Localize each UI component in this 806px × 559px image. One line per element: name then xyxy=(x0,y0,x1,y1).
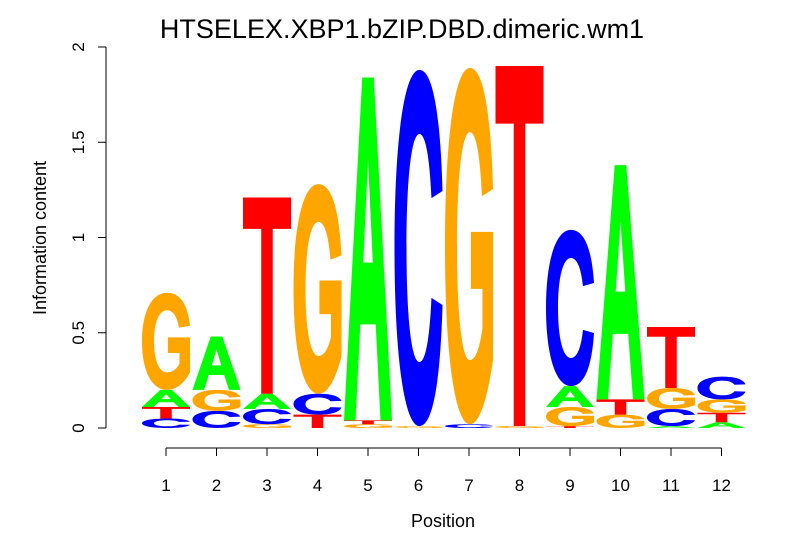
letter-A-pos-1 xyxy=(142,389,190,408)
letter-C-pos-4 xyxy=(293,393,342,415)
letter-G-pos-6 xyxy=(394,426,443,428)
letter-A-pos-12 xyxy=(697,422,746,428)
x-tick-label: 5 xyxy=(363,476,372,495)
logo-letters xyxy=(142,66,746,428)
letter-C-pos-6 xyxy=(394,69,443,427)
letter-G-pos-3 xyxy=(243,424,291,428)
x-axis-label: Position xyxy=(411,511,475,531)
y-axis: 0 0.5 1 1.5 2 xyxy=(69,42,107,433)
letter-T-pos-3 xyxy=(243,197,291,394)
x-tick-label: 1 xyxy=(161,476,170,495)
letter-G-pos-4 xyxy=(293,184,342,394)
letter-G-pos-2 xyxy=(192,389,241,411)
y-tick-label: 0.5 xyxy=(69,321,88,345)
letter-T-pos-4 xyxy=(293,414,342,428)
x-axis: 1 2 3 4 5 6 7 8 9 10 11 12 xyxy=(161,447,731,495)
letter-T-pos-5 xyxy=(344,420,392,425)
letter-A-pos-5 xyxy=(344,77,392,421)
x-tick-label: 12 xyxy=(712,476,731,495)
y-axis-label: Information content xyxy=(30,161,50,315)
letter-G-pos-7 xyxy=(445,67,493,425)
letter-C-pos-12 xyxy=(697,376,746,400)
chart-title: HTSELEX.XBP1.bZIP.DBD.dimeric.wm1 xyxy=(160,14,644,44)
y-tick-label: 1.5 xyxy=(69,130,88,154)
letter-A-pos-10 xyxy=(596,165,645,400)
x-tick-label: 3 xyxy=(262,476,271,495)
letter-T-pos-11 xyxy=(647,327,695,388)
x-tick-label: 2 xyxy=(212,476,221,495)
letter-T-pos-9 xyxy=(546,426,594,428)
letter-G-pos-8 xyxy=(495,426,544,428)
letter-A-pos-2 xyxy=(192,336,241,390)
letter-T-pos-8 xyxy=(495,66,544,427)
letter-C-pos-3 xyxy=(243,408,291,425)
letter-G-pos-9 xyxy=(546,407,594,427)
letter-A-pos-11 xyxy=(647,426,695,428)
x-tick-label: 8 xyxy=(515,476,524,495)
letter-G-pos-5 xyxy=(344,424,392,428)
letter-C-pos-11 xyxy=(647,408,695,427)
letter-C-pos-1 xyxy=(142,418,190,428)
letter-A-pos-3 xyxy=(243,393,291,409)
letter-T-pos-10 xyxy=(596,399,645,415)
x-tick-label: 7 xyxy=(464,476,473,495)
letter-A-pos-9 xyxy=(546,386,594,408)
letter-G-pos-11 xyxy=(647,387,695,409)
letter-G-pos-1 xyxy=(142,292,190,390)
x-tick-label: 4 xyxy=(313,476,322,495)
letter-C-pos-9 xyxy=(546,229,594,387)
y-tick-label: 1 xyxy=(69,233,88,242)
x-tick-label: 10 xyxy=(611,476,630,495)
y-tick-label: 0 xyxy=(69,423,88,432)
x-tick-label: 6 xyxy=(414,476,423,495)
letter-T-pos-1 xyxy=(142,407,190,419)
x-tick-label: 9 xyxy=(565,476,574,495)
letter-C-pos-2 xyxy=(192,410,241,428)
letter-T-pos-12 xyxy=(697,412,746,423)
letter-C-pos-7 xyxy=(445,424,493,428)
letter-G-pos-10 xyxy=(596,414,645,428)
letter-G-pos-12 xyxy=(697,399,746,413)
y-tick-label: 2 xyxy=(69,42,88,51)
x-tick-label: 11 xyxy=(662,476,680,495)
